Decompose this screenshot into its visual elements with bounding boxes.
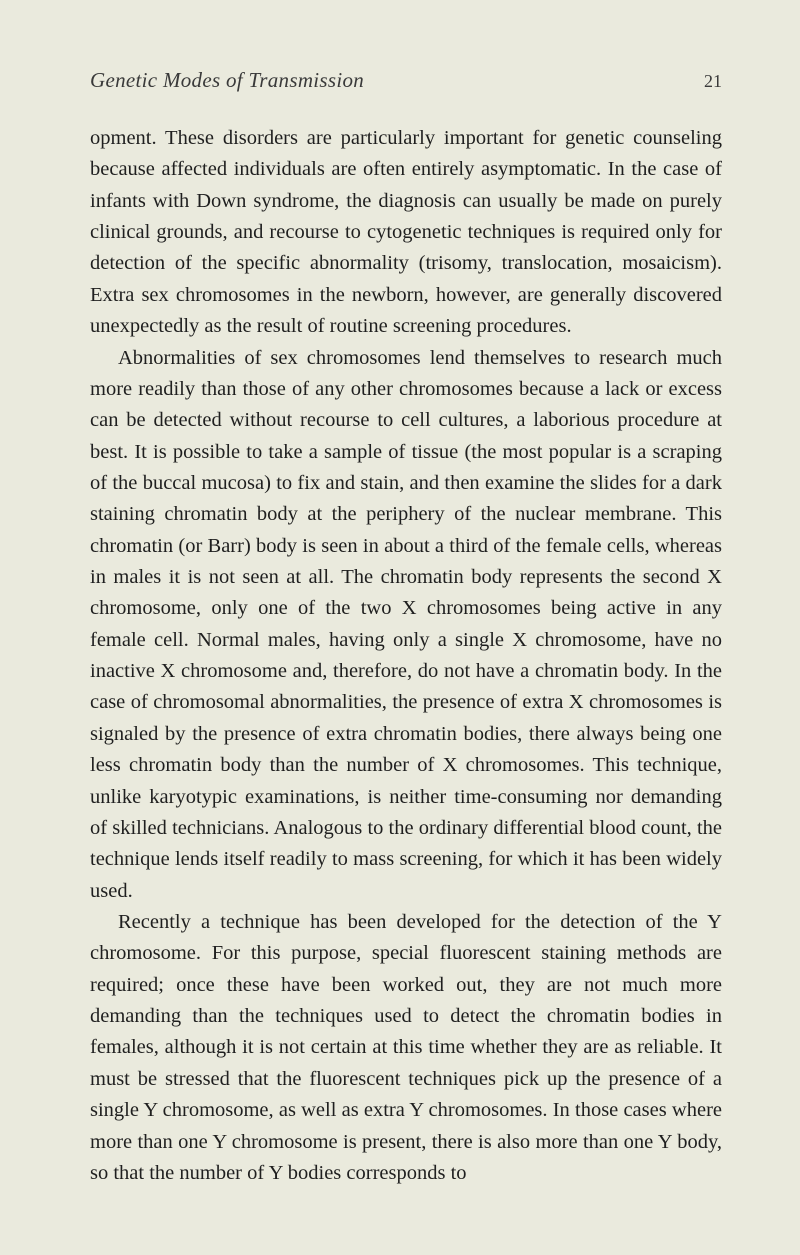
paragraph-2: Abnormalities of sex chromosomes lend th… — [90, 343, 722, 907]
page-container: Genetic Modes of Transmission 21 opment.… — [0, 0, 800, 1249]
paragraph-3: Recently a technique has been developed … — [90, 907, 722, 1189]
body-text: opment. These disorders are particularly… — [90, 123, 722, 1189]
running-title: Genetic Modes of Transmission — [90, 68, 364, 93]
page-header: Genetic Modes of Transmission 21 — [90, 68, 722, 93]
paragraph-1: opment. These disorders are particularly… — [90, 123, 722, 343]
page-number: 21 — [704, 71, 722, 92]
